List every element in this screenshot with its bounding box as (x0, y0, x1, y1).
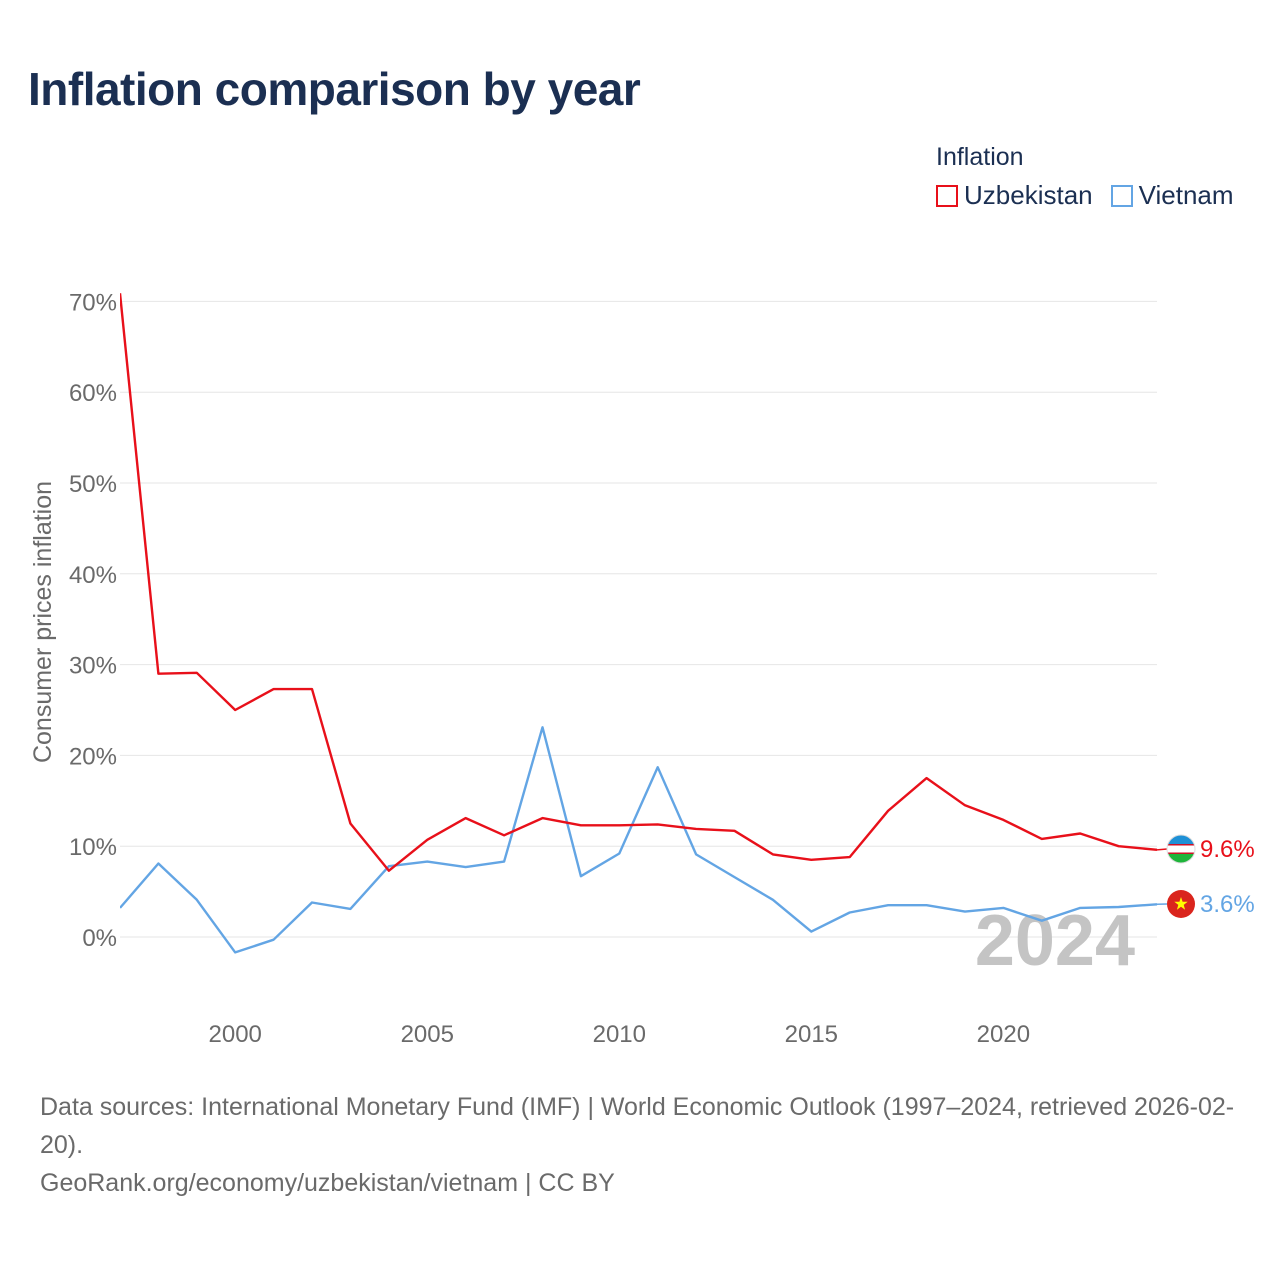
chart-title: Inflation comparison by year (28, 63, 641, 115)
legend-label-uzbekistan: Uzbekistan (964, 180, 1093, 210)
legend-swatch-vietnam (1110, 184, 1133, 207)
legend-title: Inflation (936, 143, 1024, 171)
y-tick-label: 60% (69, 380, 117, 407)
legend-item-uzbekistan[interactable]: Uzbekistan (936, 180, 1093, 211)
x-tick-label: 2015 (785, 1021, 838, 1048)
line-chart: 0% 10% 20% 30% 40% 50% 60% 70% 2000 2005 2010 2015 2… (29, 289, 1255, 1048)
y-tick-label: 50% (69, 471, 117, 498)
x-tick-label: 2020 (977, 1021, 1030, 1048)
end-label-uzbekistan: 9.6% (1200, 836, 1255, 863)
y-tick-label: 40% (69, 562, 117, 589)
end-connector (1156, 848, 1168, 851)
vietnam-flag-icon (1167, 890, 1195, 918)
footer-sources: Data sources: International Monetary Fun… (40, 1093, 1235, 1159)
end-label-vietnam: 3.6% (1200, 891, 1255, 918)
y-tick-label: 70% (69, 289, 117, 316)
y-tick-label: 20% (69, 743, 117, 770)
legend-label-vietnam: Vietnam (1138, 180, 1234, 210)
footer: Data sources: International Monetary Fun… (40, 1088, 1250, 1202)
series-line-uzbekistan (120, 293, 1158, 872)
y-tick-label: 30% (69, 653, 117, 680)
x-tick-label: 2000 (209, 1021, 262, 1048)
uzbekistan-flag-icon (1166, 834, 1196, 864)
legend-item-vietnam[interactable]: Vietnam (1110, 180, 1234, 211)
legend-swatch-uzbekistan (936, 184, 958, 207)
y-axis-label: Consumer prices inflation (29, 481, 57, 763)
legend: Inflation Uzbekistan Vietnam (936, 143, 1234, 211)
year-watermark: 2024 (975, 901, 1135, 981)
footer-link[interactable]: GeoRank.org/economy/uzbekistan/vietnam |… (40, 1169, 615, 1197)
y-tick-label: 10% (69, 834, 117, 861)
x-tick-label: 2005 (401, 1021, 454, 1048)
y-tick-label: 0% (82, 925, 117, 952)
series-line-vietnam (120, 726, 1158, 954)
x-tick-label: 2010 (593, 1021, 646, 1048)
